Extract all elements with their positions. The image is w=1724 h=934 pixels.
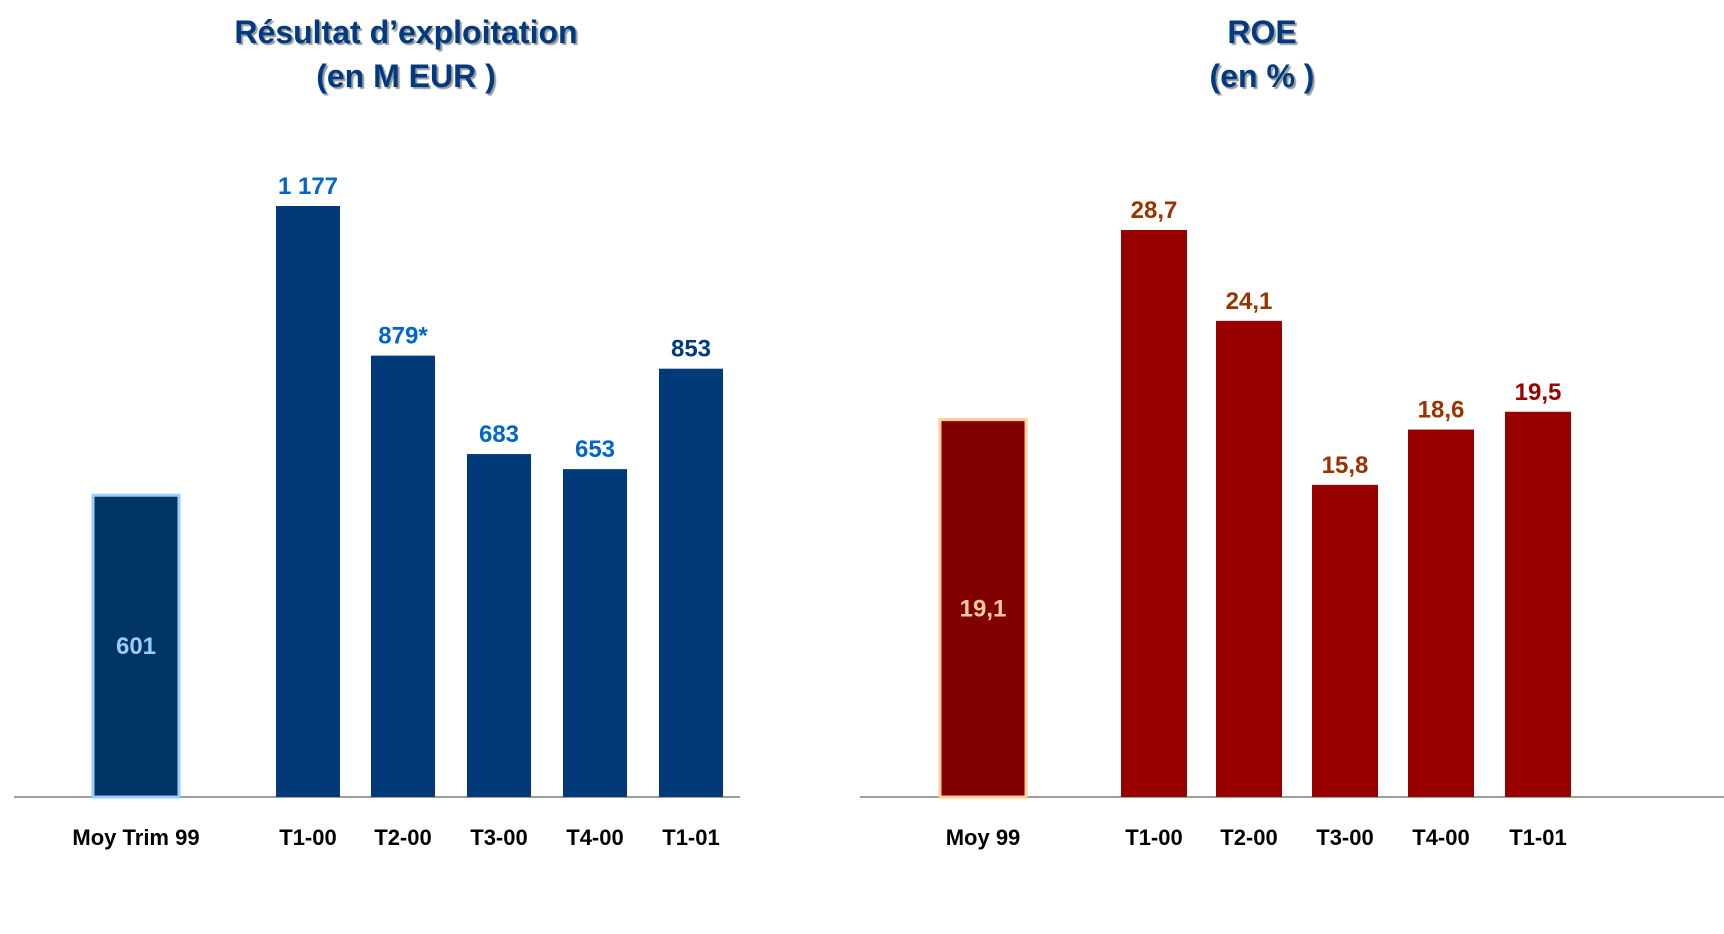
category-label: T2-00 bbox=[1220, 825, 1277, 850]
data-label: 653 bbox=[575, 436, 615, 463]
highlight-bar bbox=[91, 493, 181, 799]
category-label: T1-00 bbox=[279, 825, 336, 850]
category-label: Moy Trim 99 bbox=[72, 825, 199, 850]
chart-title-roe: ROE (en % ) bbox=[812, 10, 1712, 98]
data-label: 1 177 bbox=[278, 173, 338, 200]
data-label: 601 bbox=[116, 633, 156, 660]
chart-subtitle-line: (en % ) bbox=[1209, 58, 1315, 94]
bar bbox=[1216, 320, 1282, 797]
bar bbox=[1312, 484, 1378, 797]
bar bbox=[563, 469, 627, 797]
bar bbox=[1408, 429, 1474, 797]
data-label: 18,6 bbox=[1418, 397, 1465, 424]
category-label: T2-00 bbox=[374, 825, 431, 850]
bar bbox=[276, 206, 340, 797]
category-label: T4-00 bbox=[1412, 825, 1469, 850]
data-label: 15,8 bbox=[1322, 452, 1369, 479]
bar bbox=[1121, 230, 1187, 797]
chart-title-resultat: Résultat d’exploitation (en M EUR ) bbox=[0, 10, 812, 98]
data-label: 879* bbox=[378, 323, 428, 350]
bar bbox=[1505, 411, 1571, 797]
chart-title-line: ROE bbox=[1227, 14, 1297, 50]
bar bbox=[659, 368, 723, 797]
data-label: 683 bbox=[479, 421, 519, 448]
highlight-bar bbox=[938, 418, 1028, 799]
category-label: T3-00 bbox=[470, 825, 527, 850]
chart-title-line: Résultat d’exploitation bbox=[234, 14, 578, 50]
category-label: T1-00 bbox=[1125, 825, 1182, 850]
data-label: 24,1 bbox=[1226, 288, 1273, 315]
data-label: 19,1 bbox=[960, 595, 1007, 622]
category-label: T3-00 bbox=[1316, 825, 1373, 850]
category-label: Moy 99 bbox=[946, 825, 1021, 850]
category-label: T1-01 bbox=[1509, 825, 1566, 850]
category-label: T1-01 bbox=[662, 825, 719, 850]
data-label: 853 bbox=[671, 336, 711, 363]
bar bbox=[467, 454, 531, 797]
data-label: 19,5 bbox=[1515, 379, 1562, 406]
category-label: T4-00 bbox=[566, 825, 623, 850]
chart-subtitle-line: (en M EUR ) bbox=[316, 58, 496, 94]
bar bbox=[371, 355, 435, 797]
data-label: 28,7 bbox=[1131, 197, 1178, 224]
